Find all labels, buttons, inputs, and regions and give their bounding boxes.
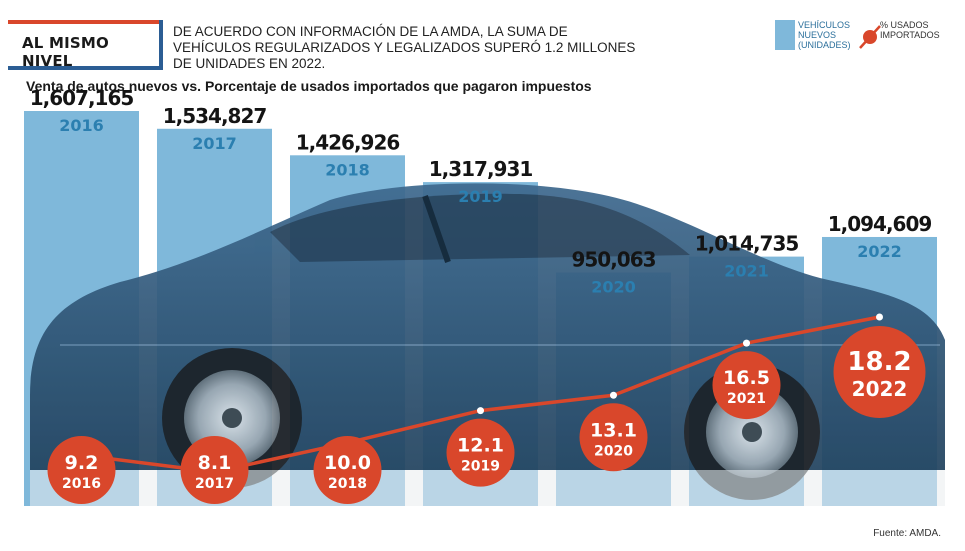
bar-value-label-2016: 1,607,165 <box>30 86 134 110</box>
line-value-label-2019: 12.1 <box>457 435 504 457</box>
line-point-2021 <box>743 339 750 347</box>
line-bubble-2022 <box>833 326 926 418</box>
line-point-2022 <box>876 313 883 321</box>
legend-line-marker <box>859 25 881 49</box>
line-year-label-2022: 2022 <box>852 377 908 401</box>
line-bubble-2021 <box>712 351 781 420</box>
bar-year-label-2018: 2018 <box>325 160 370 179</box>
line-year-label-2021: 2021 <box>727 391 766 407</box>
line-point-2020 <box>610 391 617 399</box>
bar-year-label-2022: 2022 <box>857 242 902 261</box>
tag-side-rule <box>159 20 163 70</box>
line-value-label-2017: 8.1 <box>198 452 232 474</box>
line-bubble-2016 <box>47 436 116 504</box>
intro-text: DE ACUERDO CON INFORMACIÓN DE LA AMDA, L… <box>173 24 636 71</box>
bar-year-label-2020: 2020 <box>591 277 636 296</box>
bar-year-label-2017: 2017 <box>192 134 237 153</box>
line-value-label-2020: 13.1 <box>590 419 637 441</box>
line-value-label-2022: 18.2 <box>847 347 911 377</box>
line-point-2019 <box>477 407 484 415</box>
bar-year-label-2019: 2019 <box>458 187 503 206</box>
bar-value-label-2017: 1,534,827 <box>163 104 267 128</box>
bar-year-label-2016: 2016 <box>59 116 104 135</box>
line-bubble-2018 <box>313 436 382 504</box>
bar-value-label-2018: 1,426,926 <box>296 130 400 154</box>
bar-value-label-2022: 1,094,609 <box>828 212 932 236</box>
bar-value-label-2021: 1,014,735 <box>695 232 799 256</box>
tag-top-rule <box>8 20 163 24</box>
section-tag: AL MISMO NIVEL <box>8 20 163 70</box>
bar-year-label-2021: 2021 <box>724 262 769 281</box>
legend-line-label: % USADOS IMPORTADOS <box>880 20 940 40</box>
tag-bottom-rule <box>8 66 163 70</box>
line-bubble-2017 <box>180 436 249 504</box>
source-note: Fuente: AMDA. <box>873 528 941 539</box>
line-year-label-2017: 2017 <box>195 476 234 492</box>
line-year-label-2018: 2018 <box>328 476 367 492</box>
legend-bars-label: VEHÍCULOS NUEVOS (UNIDADES) <box>798 20 851 50</box>
line-value-label-2021: 16.5 <box>723 367 770 389</box>
line-year-label-2019: 2019 <box>461 459 500 475</box>
legend-bars-swatch <box>775 20 795 50</box>
line-year-label-2020: 2020 <box>594 443 633 459</box>
tag-label: AL MISMO NIVEL <box>22 34 109 70</box>
line-value-label-2016: 9.2 <box>65 452 99 474</box>
bar-value-label-2020: 950,063 <box>571 247 655 271</box>
line-bubble-2020 <box>579 403 648 472</box>
chart-title: Venta de autos nuevos vs. Porcentaje de … <box>26 78 592 94</box>
line-bubble-2019 <box>446 418 515 487</box>
line-value-label-2018: 10.0 <box>324 452 371 474</box>
bar-value-label-2019: 1,317,931 <box>429 157 533 181</box>
line-year-label-2016: 2016 <box>62 476 101 492</box>
